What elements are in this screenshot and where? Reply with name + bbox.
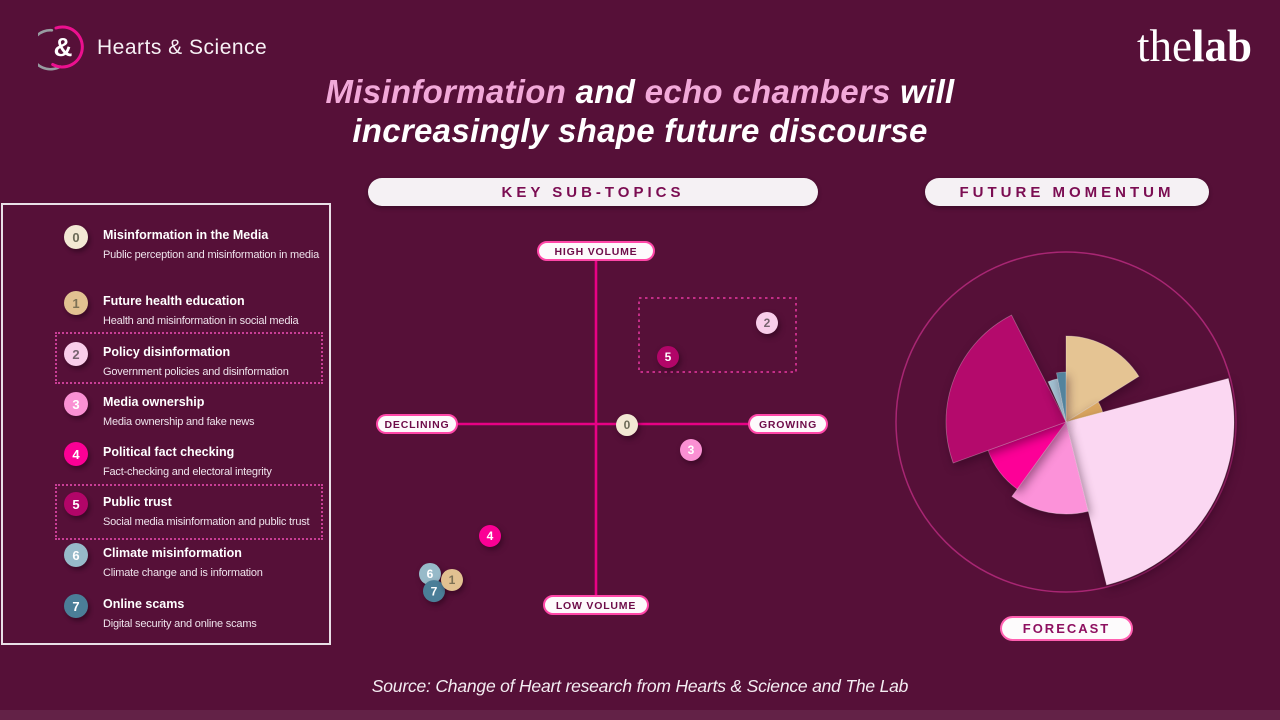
legend-item-4: 4 Political fact checking Fact-checking an… [64,442,331,480]
legend-item-title: Future health education [103,294,245,308]
svg-text:1: 1 [449,573,456,587]
legend-item-title: Online scams [103,597,185,611]
scatter-point-6: 6 [419,562,441,585]
legend-number-badge: 6 [64,543,88,567]
legend-item-6: 6 Climate misinformation Climate change an… [64,543,331,581]
legend-item-title: Public trust [103,495,172,509]
future-momentum-header: FUTURE MOMENTUM [925,178,1209,206]
legend-item-5: 5 Public trust Social media misinformation… [64,492,331,530]
title-segment: Misinformation [325,73,576,110]
scatter-highlight-box [638,297,797,373]
legend-item-title: Misinformation in the Media [103,228,269,242]
source-note: Source: Change of Heart research from He… [371,676,909,696]
key-subtopics-quadrant-chart: HIGH VOLUME LOW VOLUME DECLINING GROWING 0 2 3… [376,241,828,615]
title-line-2: increasingly shape future discourse [352,112,928,149]
ampersand-glyph: & [53,31,73,62]
legend-item-subtitle: Climate change and is information [103,567,263,579]
legend-item-0: 0 Misinformation in the Media Public perce… [64,225,331,263]
svg-text:3: 3 [688,443,695,457]
legend-item-subtitle: Public perception and misinformation in … [103,249,320,261]
thelab-logo: thelab [1136,21,1252,71]
rose-wedge-3 [1011,421,1089,515]
svg-text:HIGH VOLUME: HIGH VOLUME [555,246,638,258]
legend-item-subtitle: Social media misinformation and public t… [103,516,310,528]
scatter-point-1: 1 [441,568,463,591]
legend-item-2: 2 Policy disinformation Government policie… [64,342,331,380]
title-segment: and [575,73,645,110]
legend-highlight-box [55,484,323,540]
hearts-and-science-logo: & [29,22,88,72]
growing-axis-label: GROWING [748,414,828,434]
svg-text:7: 7 [431,584,438,598]
rose-wedge-2 [1065,378,1235,586]
legend-number-badge: 0 [64,225,88,249]
legend-item-subtitle: Media ownership and fake news [103,416,255,428]
legend-item-subtitle: Digital security and online scams [103,618,257,630]
rose-wedge-4 [987,421,1068,490]
scatter-point-0: 0 [616,414,638,437]
rose-wedge-5 [945,314,1067,464]
legend-number-badge: 1 [64,291,88,315]
high-volume-axis-label: HIGH VOLUME [537,241,655,261]
title-segment: will [900,73,955,110]
scatter-point-2: 2 [756,311,778,334]
legend-item-1: 1 Future health education Health and misin… [64,291,331,329]
page-title: Misinformation and echo chambers will in… [0,72,1280,150]
scatter-point-4: 4 [479,525,501,548]
brand-name: Hearts & Science [97,36,268,59]
svg-text:2: 2 [764,316,771,330]
legend-item-subtitle: Health and misinformation in social medi… [103,315,299,327]
future-momentum-rose-chart [895,251,1237,593]
legend-number-badge: 2 [64,342,88,366]
legend-item-subtitle: Government policies and disinformation [103,366,289,378]
legend-item-title: Climate misinformation [103,546,242,560]
svg-text:6: 6 [427,567,434,581]
legend-item-title: Media ownership [103,395,205,409]
title-line-1: Misinformation and echo chambers will [0,72,1280,111]
svg-text:5: 5 [665,350,672,364]
declining-axis-label: DECLINING [376,414,458,434]
rose-outer-ring [895,251,1237,593]
legend-number-badge: 4 [64,442,88,466]
rose-wedge-7 [1056,371,1067,423]
bottom-strip [0,710,1280,720]
title-segment: echo chambers [644,73,901,110]
legend-number-badge: 7 [64,594,88,618]
key-subtopics-header: KEY SUB-TOPICS [368,178,818,206]
legend-number-badge: 5 [64,492,88,516]
legend-number-badge: 3 [64,392,88,416]
topic-legend-panel: 0 Misinformation in the Media Public perce… [1,203,331,645]
legend-item-7: 7 Online scams Digital security and online… [64,594,331,632]
svg-text:0: 0 [624,418,631,432]
rose-wedge-6 [1047,378,1067,423]
svg-text:GROWING: GROWING [759,419,817,431]
legend-item-subtitle: Fact-checking and electoral integrity [103,466,272,478]
legend-item-title: Policy disinformation [103,345,231,359]
scatter-point-3: 3 [680,438,702,461]
legend-item-3: 3 Media ownership Media ownership and fake… [64,392,331,430]
rose-wedge-1 [1065,335,1140,423]
svg-text:4: 4 [487,529,494,543]
low-volume-axis-label: LOW VOLUME [543,595,649,615]
svg-text:LOW VOLUME: LOW VOLUME [556,600,636,612]
svg-text:DECLINING: DECLINING [385,419,450,431]
scatter-point-7: 7 [423,580,445,603]
legend-highlight-box [55,332,323,384]
legend-item-title: Political fact checking [103,445,235,459]
scatter-point-5: 5 [657,345,679,368]
forecast-label: FORECAST [1000,616,1133,641]
